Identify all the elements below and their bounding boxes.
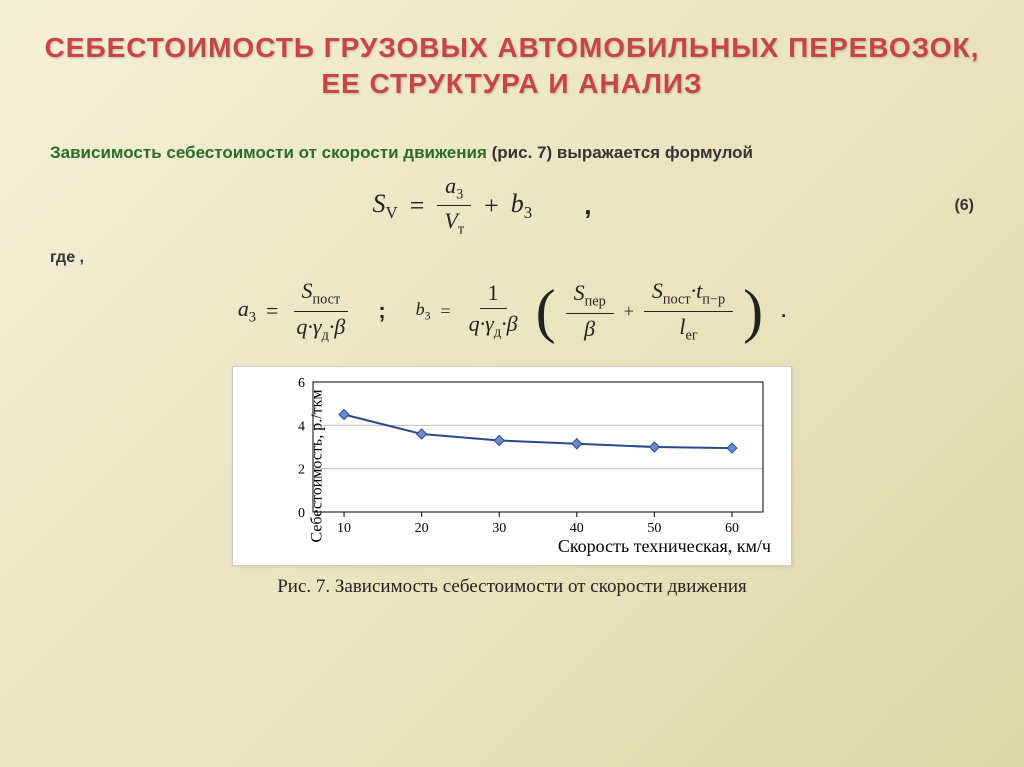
svg-text:30: 30 <box>492 521 506 536</box>
main-formula: SV = a3 Vт + b3 , <box>50 173 914 239</box>
intro-rest: (рис. 7) выражается формулой <box>487 143 753 162</box>
def-b3: b3 = 1 q·γд·β ( Sпер β + Sпост·tп−р lег … <box>416 277 786 346</box>
figure-caption: Рис. 7. Зависимость себестоимости от ско… <box>50 576 974 598</box>
svg-text:10: 10 <box>337 521 351 536</box>
definitions: a3 = Sпост q·γд·β ; b3 = 1 q·γд·β ( Sпер… <box>50 277 974 346</box>
chart-xlabel: Скорость техническая, км/ч <box>233 536 771 557</box>
svg-text:6: 6 <box>298 376 305 391</box>
def-a3: a3 = Sпост q·γд·β ; <box>238 278 386 344</box>
slide-title: СЕБЕСТОИМОСТЬ ГРУЗОВЫХ АВТОМОБИЛЬНЫХ ПЕР… <box>0 0 1024 123</box>
formula-row: SV = a3 Vт + b3 , (6) <box>50 173 974 239</box>
svg-text:20: 20 <box>415 521 429 536</box>
svg-text:50: 50 <box>647 521 661 536</box>
fraction: a3 Vт <box>436 173 472 239</box>
intro-text: Зависимость себестоимости от скорости дв… <box>50 143 974 163</box>
content-area: Зависимость себестоимости от скорости дв… <box>0 123 1024 618</box>
where-text: где , <box>50 249 974 267</box>
svg-text:4: 4 <box>298 419 305 434</box>
svg-text:0: 0 <box>298 506 305 521</box>
intro-highlight: Зависимость себестоимости от скорости дв… <box>50 143 487 162</box>
svg-text:40: 40 <box>570 521 584 536</box>
chart-ylabel: Себестоимость, р./ткм <box>309 389 327 542</box>
chart-container: Себестоимость, р./ткм 0 2 4 6 10 20 30 40 50 60 С… <box>232 366 792 566</box>
equation-number: (6) <box>914 197 974 215</box>
svg-text:2: 2 <box>298 462 305 477</box>
svg-text:60: 60 <box>725 521 739 536</box>
